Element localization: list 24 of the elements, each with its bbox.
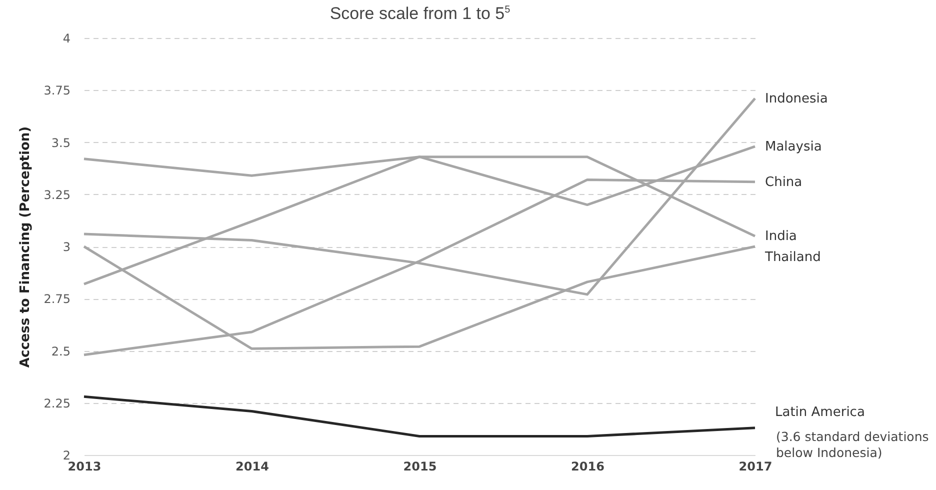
series-label: China xyxy=(765,174,802,190)
y-tick-label: 3.5 xyxy=(51,136,70,150)
y-axis-title: Access to Financing (Perception) xyxy=(18,126,33,368)
x-tick-label: 2015 xyxy=(403,460,437,474)
x-tick-label: 2017 xyxy=(738,460,772,474)
y-tick-label: 2 xyxy=(62,448,70,462)
x-tick-label: 2013 xyxy=(68,460,102,474)
series-label: Indonesia xyxy=(765,91,828,106)
text: (3.6 standard deviations below Indonesia) xyxy=(776,429,930,461)
y-tick-label: 2.25 xyxy=(44,396,70,410)
y-tick-label: 3.75 xyxy=(44,84,70,98)
y-tick-label: 2.75 xyxy=(44,292,70,306)
x-tick-label: 2014 xyxy=(236,460,269,474)
series-label: Thailand xyxy=(764,250,821,266)
chart-title: Score scale from 1 to 5$^{5}$ xyxy=(328,4,512,24)
y-tick-label: 4 xyxy=(62,32,70,46)
series-label: India xyxy=(765,229,797,244)
series-label: Malaysia xyxy=(765,139,822,154)
y-tick-label: 2.5 xyxy=(51,344,70,358)
series-label: Latin America xyxy=(775,404,865,420)
x-tick-label: 2016 xyxy=(571,460,604,474)
line-series xyxy=(82,395,756,438)
y-tick-label: 3 xyxy=(62,240,70,254)
y-tick-label: 3.25 xyxy=(44,188,70,202)
